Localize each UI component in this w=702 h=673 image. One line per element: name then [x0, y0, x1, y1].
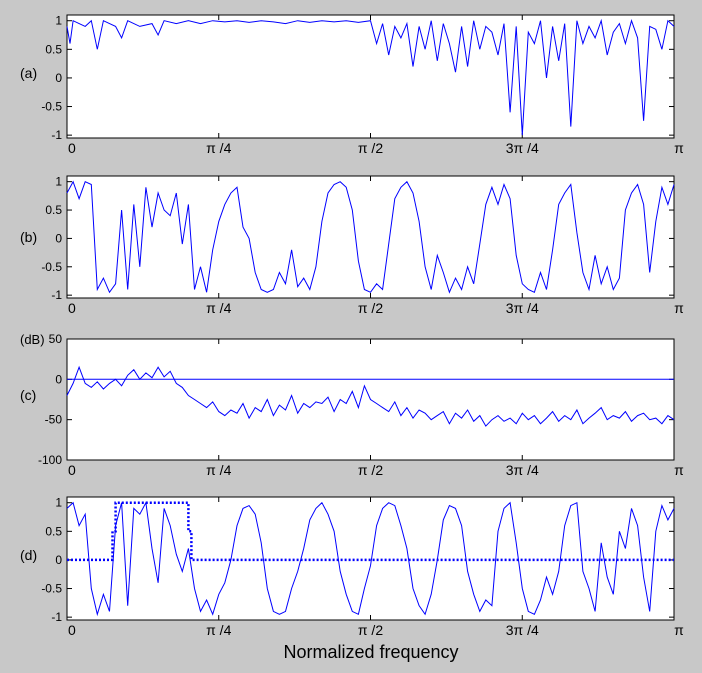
series-line-2 [67, 501, 674, 562]
chart-panel-4: 1 0.5 0 -0.5 -1 0 π /4 π /2 3π /4 π (d) [20, 496, 684, 638]
y-tick-label: 0.5 [45, 42, 62, 56]
x-tick-label: 0 [68, 300, 76, 316]
x-tick-label: π /4 [206, 622, 231, 638]
x-tick-label: π [674, 622, 684, 638]
y-tick-label: 1 [55, 496, 62, 510]
y-tick-label: 1 [55, 175, 62, 189]
x-tick-label: 3π /4 [506, 140, 539, 156]
y-tick-label: 0 [55, 372, 62, 386]
plot-area [66, 175, 675, 299]
panel-label: (c) [20, 387, 36, 403]
y-tick-label: -100 [38, 453, 62, 467]
y-tick-label: 0 [55, 71, 62, 85]
y-tick-label: -1 [51, 610, 62, 624]
y-tick-label: -1 [51, 288, 62, 302]
y-tick-label: 1 [55, 14, 62, 28]
y-tick-label: 0.5 [45, 203, 62, 217]
y-tick-label: -0.5 [41, 100, 62, 114]
chart-panel-2: 1 0.5 0 -0.5 -1 0 π /4 π /2 3π /4 π (b) [20, 175, 684, 316]
x-tick-label: π /2 [358, 140, 383, 156]
x-tick-label: π [674, 300, 684, 316]
x-tick-label: 3π /4 [506, 462, 539, 478]
plot-area [66, 14, 675, 139]
y-tick-label: -1 [51, 128, 62, 142]
panel-label: (d) [20, 547, 37, 563]
y-tick-label: 0 [55, 553, 62, 567]
plot-area [66, 496, 675, 621]
x-tick-label: π /2 [358, 622, 383, 638]
y-tick-label: -0.5 [41, 260, 62, 274]
x-tick-label: π /4 [206, 140, 231, 156]
x-tick-label: π /2 [358, 462, 383, 478]
x-tick-label: π /4 [206, 462, 231, 478]
x-tick-label: 0 [68, 140, 76, 156]
x-tick-label: 0 [68, 462, 76, 478]
series-line-1 [66, 501, 675, 617]
x-tick-label: π [674, 462, 684, 478]
y-tick-label: -50 [45, 413, 63, 427]
x-tick-label: 3π /4 [506, 622, 539, 638]
series-line-1 [66, 365, 675, 427]
panel-label: (a) [20, 65, 37, 81]
unit-label: (dB) [20, 332, 45, 347]
x-tick-label: 0 [68, 622, 76, 638]
x-tick-label: 3π /4 [506, 300, 539, 316]
panel-label: (b) [20, 229, 37, 245]
y-tick-label: 0 [55, 231, 62, 245]
x-tick-label: π /2 [358, 300, 383, 316]
x-axis-label: Normalized frequency [283, 642, 458, 662]
x-tick-label: π [674, 140, 684, 156]
series-line-1 [66, 180, 675, 294]
chart-panel-3: 50 0 -50 -100 0 π /4 π /2 3π /4 π (c) (dB) [20, 332, 684, 478]
x-tick-label: π /4 [206, 300, 231, 316]
y-tick-label: 0.5 [45, 524, 62, 538]
chart-panel-1: 1 0.5 0 -0.5 -1 0 π /4 π /2 3π /4 π (a) [20, 14, 684, 156]
y-tick-label: 50 [49, 332, 63, 346]
y-tick-label: -0.5 [41, 582, 62, 596]
series-line-1 [66, 18, 675, 136]
